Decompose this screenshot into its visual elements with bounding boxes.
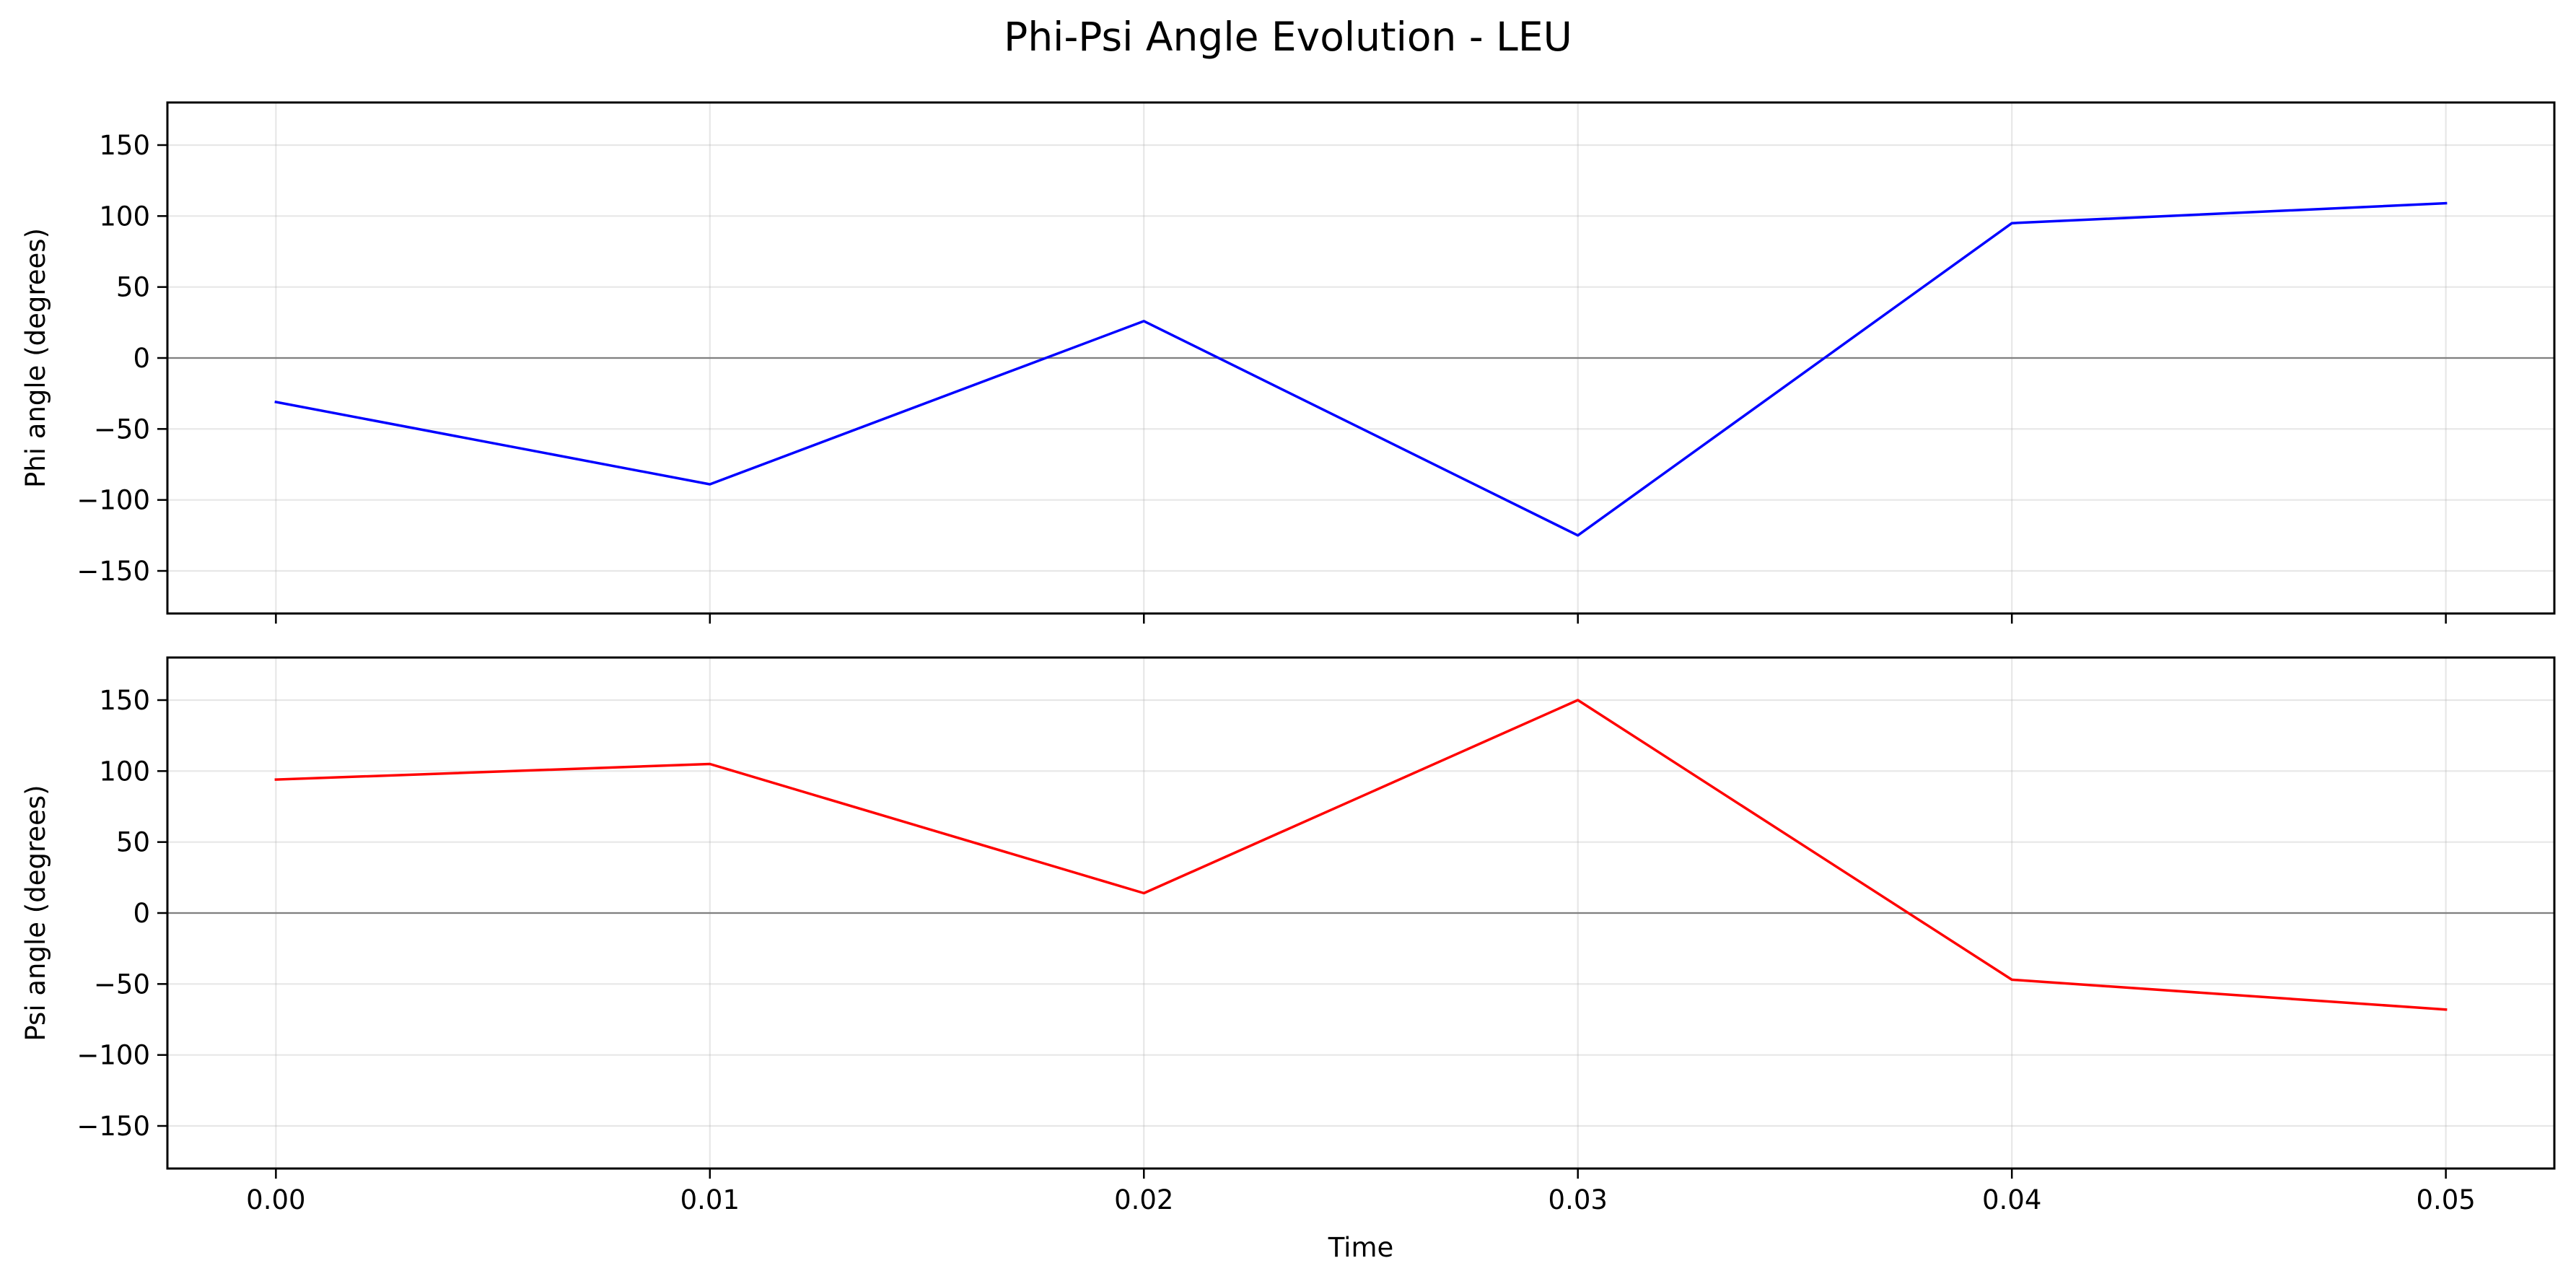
phi-y-tick-label: −50	[94, 414, 150, 445]
psi-x-axis-label: Time	[1328, 1232, 1394, 1263]
phi-y-tick-label: 50	[116, 272, 150, 303]
psi-series-line	[274, 699, 2448, 1011]
psi-y-tick-label: −100	[76, 1040, 150, 1071]
panel-psi: 0.00 0.01 0.02 0.03 0.04 0.05 −150 −100 −50 0 50 10…	[20, 656, 2556, 1263]
panels: −150 −100 −50 0 50 100 150 Phi angle (degrees) 0…	[20, 101, 2556, 1263]
psi-y-tick-label: 100	[99, 756, 150, 787]
psi-y-tick-label: 50	[116, 827, 150, 858]
psi-y-tick-label: 150	[99, 685, 150, 716]
figure-title: Phi-Psi Angle Evolution - LEU	[1004, 14, 1572, 60]
psi-y-tick-label: −50	[94, 969, 150, 1000]
psi-x-tick-label: 0.02	[1114, 1184, 1173, 1215]
phi-axes-frame	[166, 101, 2556, 615]
phi-y-tick-label: 0	[133, 343, 150, 374]
psi-y-tick-label: 0	[133, 898, 150, 929]
panel-phi: −150 −100 −50 0 50 100 150 Phi angle (degrees)	[20, 101, 2556, 624]
psi-y-tick-label: −150	[76, 1111, 150, 1142]
phi-y-tick-label: 100	[99, 201, 150, 232]
phi-y-tick-label: −150	[76, 556, 150, 587]
psi-x-tick-label: 0.00	[246, 1184, 305, 1215]
psi-axes-frame	[166, 656, 2556, 1170]
phi-y-axis-label: Phi angle (degrees)	[20, 228, 51, 488]
phi-series-line	[274, 201, 2448, 537]
psi-x-tick-label: 0.03	[1548, 1184, 1608, 1215]
psi-y-axis-label: Psi angle (degrees)	[20, 785, 51, 1041]
psi-x-tick-label: 0.04	[1982, 1184, 2041, 1215]
phi-y-tick-label: 150	[99, 130, 150, 161]
psi-x-tick-label: 0.05	[2416, 1184, 2475, 1215]
psi-x-tick-label: 0.01	[680, 1184, 740, 1215]
phi-y-tick-label: −100	[76, 485, 150, 516]
